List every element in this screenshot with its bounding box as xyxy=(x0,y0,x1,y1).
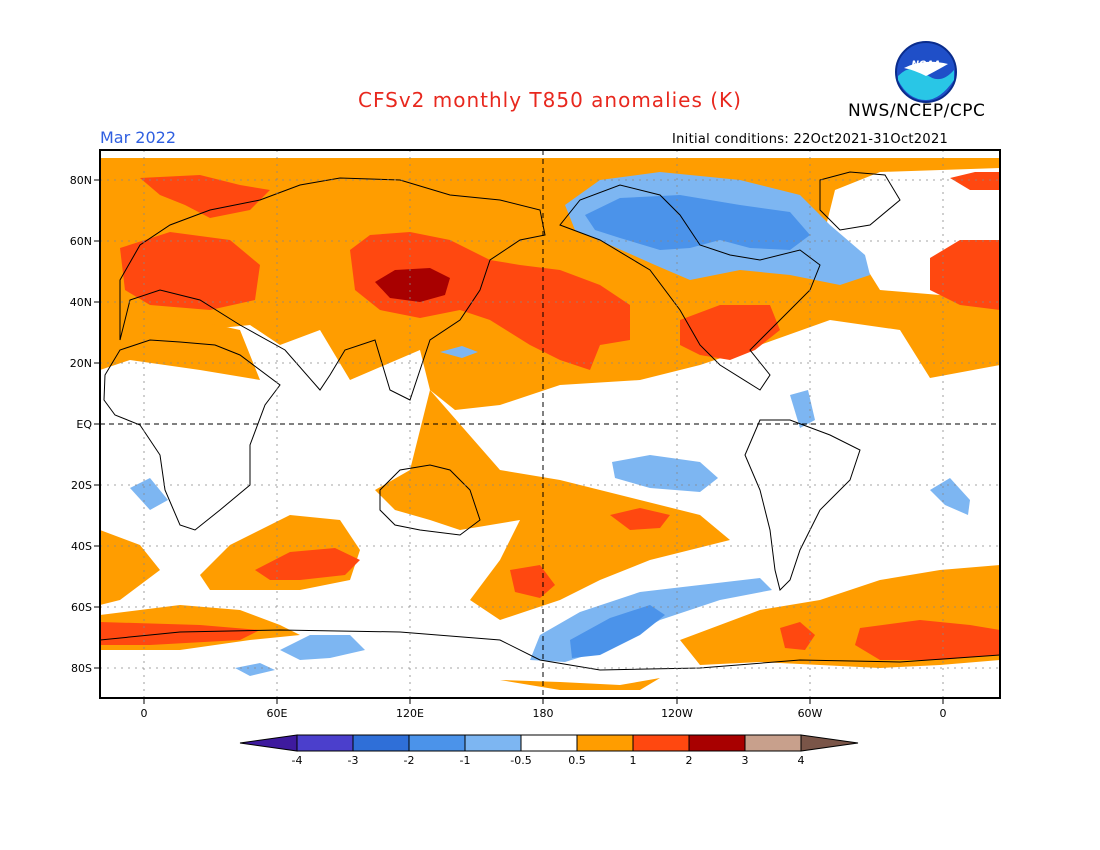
europe-asia-coastline xyxy=(119,177,546,401)
lat-label: 80N xyxy=(70,174,92,187)
lon-label: 120E xyxy=(396,707,424,720)
africa-coastline xyxy=(103,339,281,531)
colorbar-segment xyxy=(464,734,522,752)
lat-grid xyxy=(100,179,1000,669)
initial-conditions-label: Initial conditions: 22Oct2021-31Oct2021 xyxy=(672,132,949,147)
colorbar-label: 0.5 xyxy=(568,754,586,767)
valid-month-label: Mar 2022 xyxy=(100,128,176,147)
lat-label: 40N xyxy=(70,296,92,309)
lat-label: 60S xyxy=(71,601,92,614)
colorbar-segment xyxy=(632,734,690,752)
colorbar-label: 1 xyxy=(630,754,637,767)
darkred-anomaly-field xyxy=(375,268,450,302)
lat-label: EQ xyxy=(76,418,92,431)
lat-label: 80S xyxy=(71,662,92,675)
north-america-coastline xyxy=(559,184,821,391)
colorbar-segment xyxy=(576,734,634,752)
colorbar-segment xyxy=(688,734,746,752)
colorbar-right-arrow xyxy=(800,734,859,752)
australia-coastline xyxy=(379,464,481,536)
colorbar-label: -0.5 xyxy=(510,754,531,767)
map-title: CFSv2 monthly T850 anomalies (K) xyxy=(358,88,742,112)
colorbar-segment xyxy=(408,734,466,752)
colorbar-segment xyxy=(352,734,410,752)
colorbar-label: -1 xyxy=(460,754,471,767)
agency-label: NWS/NCEP/CPC xyxy=(848,101,986,121)
colorbar-label: -2 xyxy=(404,754,415,767)
lon-label: 0 xyxy=(940,707,947,720)
lon-label: 120W xyxy=(661,707,693,720)
colorbar-segment xyxy=(744,734,802,752)
lat-label: 20S xyxy=(71,479,92,492)
colorbar: -4 -3 -2 -1 -0.5 0.5 1 2 3 4 xyxy=(239,734,859,767)
colorbar-label: -4 xyxy=(292,754,303,767)
coastlines xyxy=(100,171,1000,671)
colorbar-segment xyxy=(520,734,578,752)
south-america-coastline xyxy=(744,419,861,591)
colorbar-label: 3 xyxy=(742,754,749,767)
colorbar-label: 4 xyxy=(798,754,805,767)
lat-label: 40S xyxy=(71,540,92,553)
noaa-logo-text: NOAA xyxy=(911,60,940,70)
red-anomaly-fields xyxy=(100,172,1000,660)
blue-anomaly-fields xyxy=(570,195,810,658)
antarctica-coastline xyxy=(100,629,1000,671)
lon-label: 0 xyxy=(141,707,148,720)
colorbar-label: 2 xyxy=(686,754,693,767)
lon-label: 60W xyxy=(798,707,823,720)
colorbar-label: -3 xyxy=(348,754,359,767)
lat-label: 20N xyxy=(70,357,92,370)
lon-label: 60E xyxy=(267,707,288,720)
colorbar-left-arrow xyxy=(239,734,298,752)
lon-label: 180 xyxy=(533,707,554,720)
greenland-coastline xyxy=(819,171,901,231)
lat-label: 60N xyxy=(70,235,92,248)
noaa-logo: NOAA xyxy=(895,41,957,103)
colorbar-segment xyxy=(296,734,354,752)
